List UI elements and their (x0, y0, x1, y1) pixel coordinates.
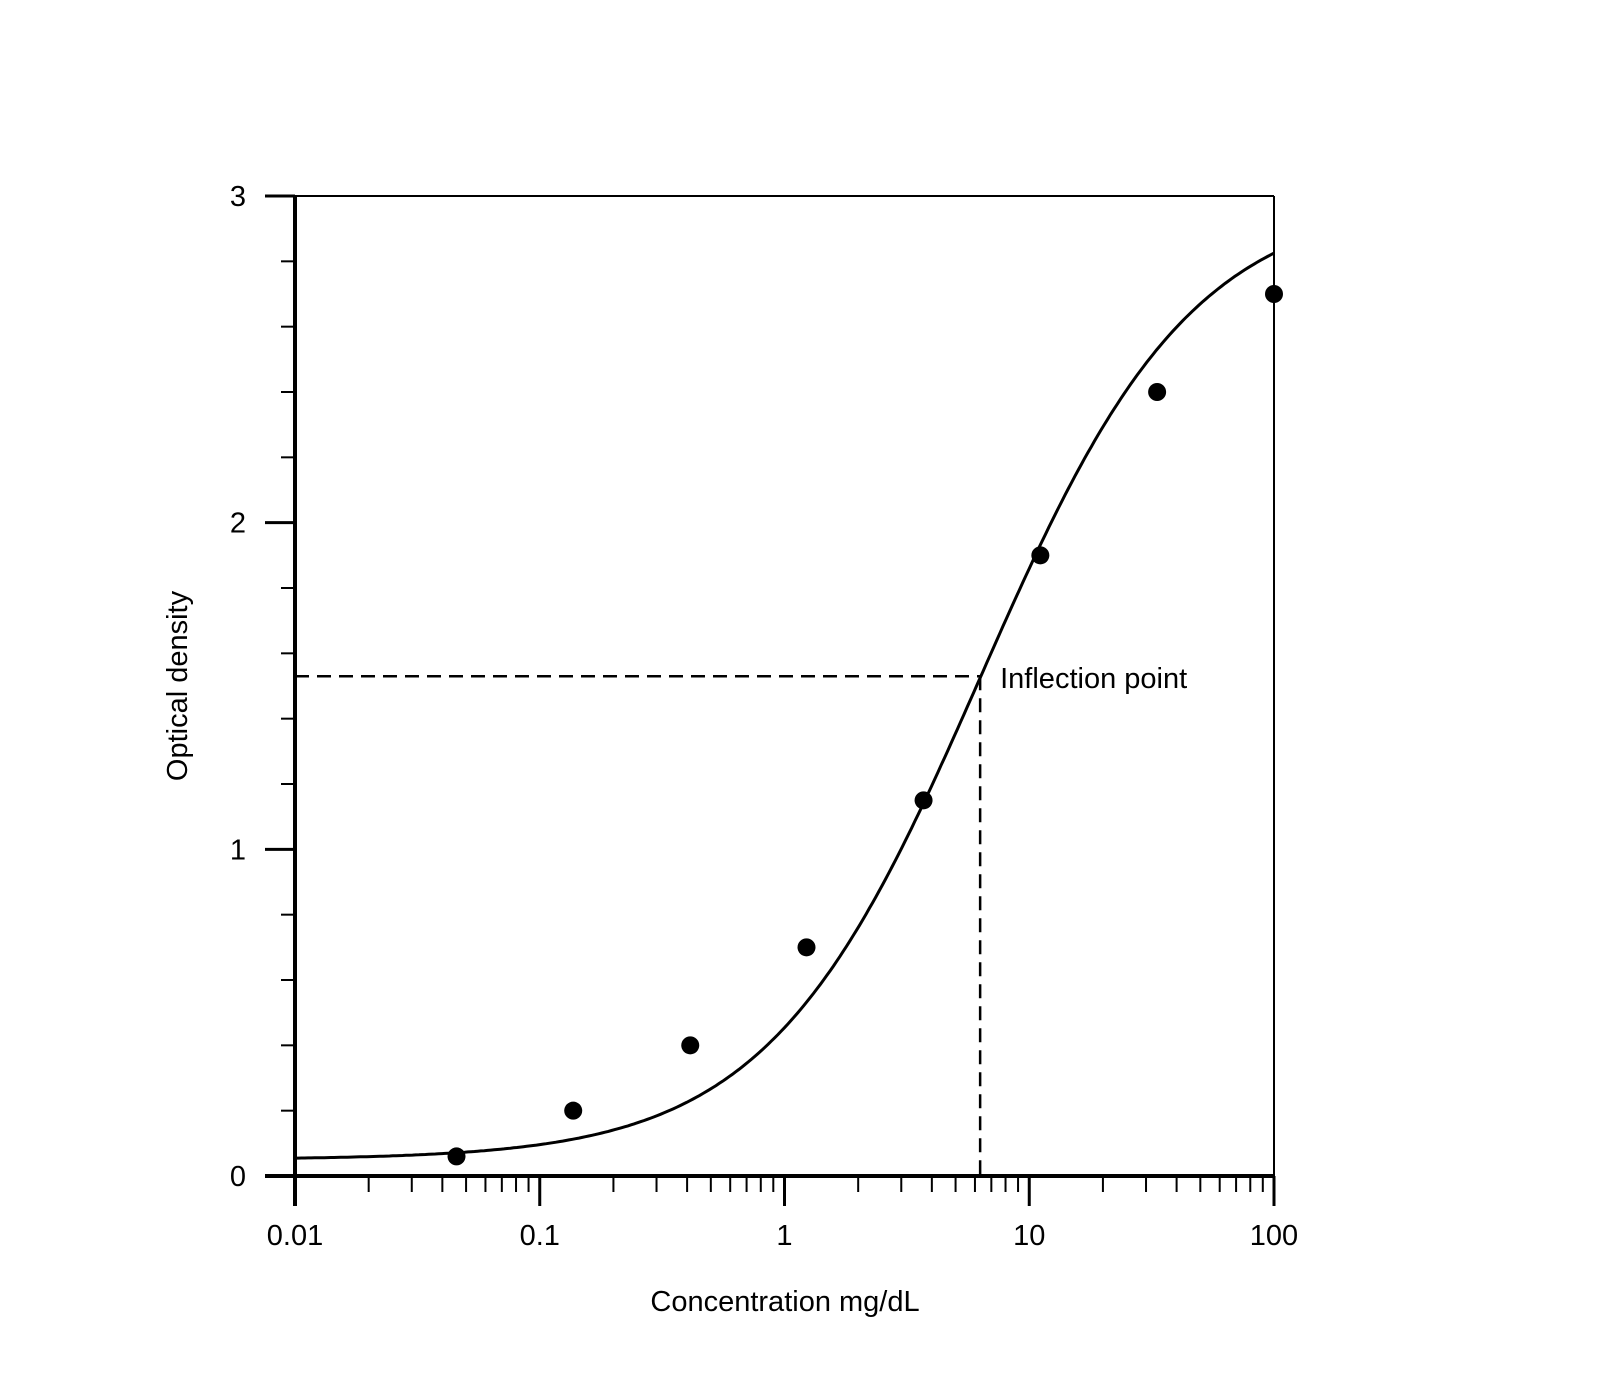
x-tick-label: 1 (776, 1220, 792, 1252)
data-point (1265, 285, 1283, 303)
y-axis-ticks: 0 1 2 3 (230, 181, 295, 1193)
x-tick-label: 0.1 (520, 1220, 560, 1252)
inflection-point-label: Inflection point (1000, 663, 1187, 695)
y-tick-label: 1 (230, 834, 246, 866)
x-axis-ticks: 0.01 0.1 1 10 100 (267, 1176, 1298, 1252)
data-point (1148, 383, 1167, 401)
y-tick-label: 0 (230, 1161, 246, 1193)
plot-frame (295, 195, 1275, 1176)
fit-curve (295, 251, 1275, 1160)
data-points (447, 285, 1283, 1166)
x-tick-label: 10 (1013, 1220, 1045, 1252)
data-point (564, 1101, 583, 1120)
inflection-guides (295, 674, 982, 1176)
y-tick-label: 2 (230, 508, 246, 540)
x-axis-title: Concentration mg/dL (650, 1286, 919, 1318)
data-point (447, 1147, 466, 1166)
data-point (681, 1036, 700, 1055)
data-point (914, 791, 933, 810)
data-point (1031, 546, 1050, 565)
y-tick-label: 3 (230, 181, 246, 213)
x-tick-label: 100 (1250, 1220, 1298, 1252)
x-tick-label: 0.01 (267, 1220, 323, 1252)
data-point (797, 938, 816, 957)
y-axis-title: Optical density (162, 590, 194, 781)
